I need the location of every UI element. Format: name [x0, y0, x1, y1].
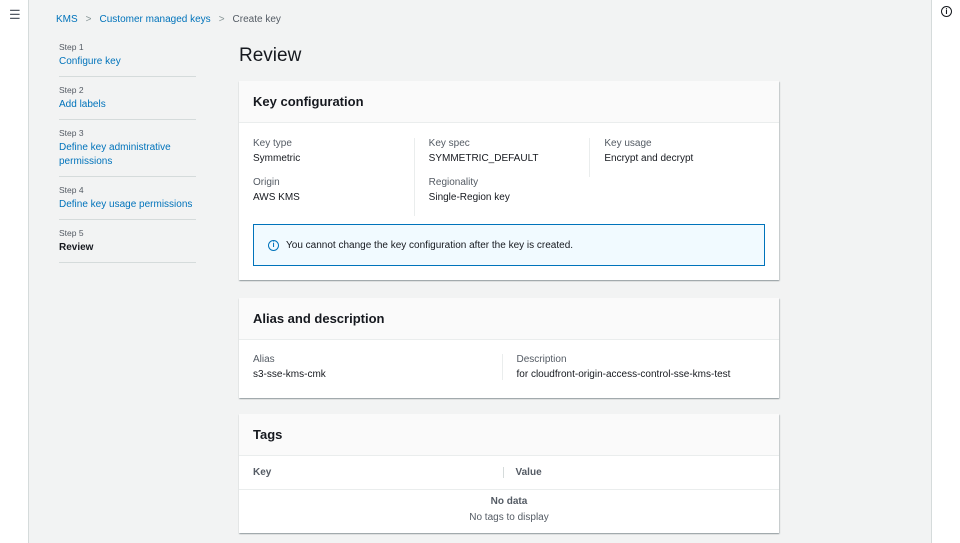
step-2: Step 2 Add labels [59, 83, 196, 120]
step-5: Step 5 Review [59, 226, 196, 263]
empty-state: No data No tags to display [239, 490, 779, 533]
wizard-steps: Step 1 Configure key Step 2 Add labels Ste… [59, 40, 196, 269]
breadcrumb: KMS > Customer managed keys > Create key [56, 14, 281, 25]
column-header-value: Value [502, 467, 766, 478]
breadcrumb-current: Create key [232, 14, 281, 25]
empty-text: No tags to display [469, 512, 549, 523]
step-number: Step 3 [59, 128, 84, 138]
description-label: Description [516, 354, 567, 365]
step-link-usage-permissions[interactable]: Define key usage permissions [59, 199, 193, 210]
column-header-key: Key [253, 467, 272, 478]
key-type-value: Symmetric [253, 153, 301, 164]
regionality-value: Single-Region key [428, 192, 510, 203]
description-value: for cloudfront-origin-access-control-sse… [516, 369, 731, 380]
chevron-right-icon: > [218, 14, 225, 25]
step-number: Step 1 [59, 42, 84, 52]
info-circle-icon: i [268, 239, 279, 251]
card-heading: Tags [239, 414, 779, 456]
origin-label: Origin [253, 177, 280, 188]
breadcrumb-customer-managed-keys[interactable]: Customer managed keys [99, 14, 211, 25]
key-configuration-card: Key configuration Key type Symmetric Orig… [239, 81, 779, 280]
origin-value: AWS KMS [253, 192, 300, 203]
card-heading: Key configuration [239, 81, 779, 123]
chevron-right-icon: > [85, 14, 92, 25]
step-4: Step 4 Define key usage permissions [59, 183, 196, 220]
step-number: Step 5 [59, 228, 84, 238]
step-link-add-labels[interactable]: Add labels [59, 99, 106, 110]
step-current-review: Review [59, 242, 94, 253]
key-usage-label: Key usage [604, 138, 652, 149]
breadcrumb-kms[interactable]: KMS [56, 14, 78, 25]
step-number: Step 4 [59, 185, 84, 195]
step-link-admin-permissions[interactable]: Define key administrative permissions [59, 142, 171, 167]
key-spec-value: SYMMETRIC_DEFAULT [428, 153, 539, 164]
key-usage-value: Encrypt and decrypt [604, 153, 694, 164]
alias-description-card: Alias and description Alias s3-sse-kms-cm… [239, 298, 779, 398]
step-link-configure-key[interactable]: Configure key [59, 56, 121, 67]
tags-table-header: Key Value [239, 456, 779, 490]
key-type-label: Key type [253, 138, 292, 149]
alias-value: s3-sse-kms-cmk [253, 369, 326, 380]
card-heading: Alias and description [239, 298, 779, 340]
hamburger-menu-icon[interactable]: ☰ [9, 7, 21, 22]
step-number: Step 2 [59, 85, 84, 95]
info-alert: i You cannot change the key configuration… [253, 224, 765, 266]
page-title: Review [239, 45, 302, 66]
step-3: Step 3 Define key administrative permissi… [59, 126, 196, 177]
alias-label: Alias [253, 354, 275, 365]
right-tools-rail: i [931, 0, 960, 543]
alert-text: You cannot change the key configuration … [286, 239, 574, 251]
regionality-label: Regionality [428, 177, 479, 188]
tags-card: Tags Key Value No data No tags to display [239, 414, 779, 533]
key-spec-label: Key spec [428, 138, 470, 149]
info-icon[interactable]: i [941, 6, 952, 17]
step-1: Step 1 Configure key [59, 40, 196, 77]
empty-title: No data [490, 496, 528, 507]
left-nav-rail: ☰ [0, 0, 29, 543]
